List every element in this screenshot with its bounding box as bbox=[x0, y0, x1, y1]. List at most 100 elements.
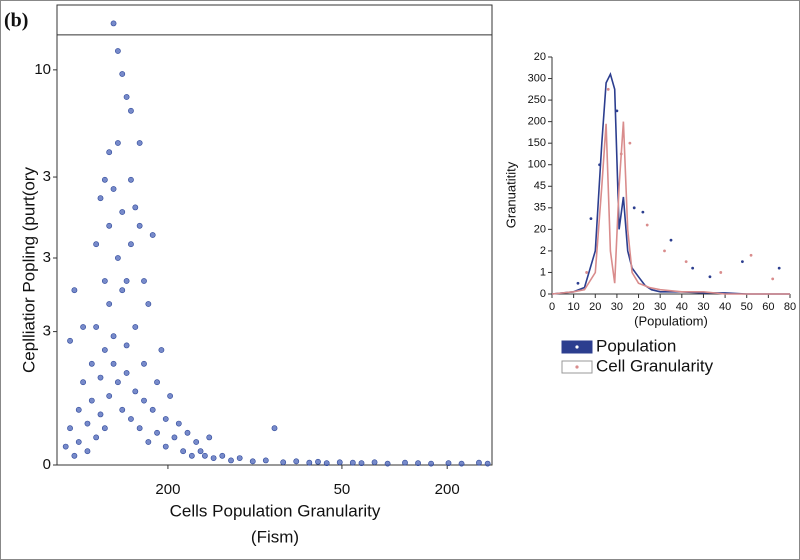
point bbox=[115, 140, 121, 146]
y-tick-label: 45 bbox=[534, 180, 546, 192]
point bbox=[249, 458, 256, 465]
point bbox=[315, 458, 321, 465]
y-tick-label: 300 bbox=[528, 72, 546, 84]
point bbox=[615, 109, 619, 113]
point bbox=[119, 71, 126, 77]
point bbox=[71, 287, 78, 294]
point bbox=[119, 406, 126, 413]
point bbox=[128, 241, 134, 248]
y-tick-label: 1 bbox=[540, 266, 546, 278]
point bbox=[323, 460, 330, 467]
point bbox=[180, 448, 187, 455]
point bbox=[262, 457, 269, 464]
x-tick-label: 50 bbox=[741, 301, 753, 313]
x-tick-label: 0 bbox=[549, 301, 555, 313]
point bbox=[80, 324, 86, 330]
point bbox=[162, 443, 169, 450]
point bbox=[93, 324, 100, 330]
y-axis-label: Ceplliatior Popling (purt(ory bbox=[19, 167, 38, 373]
point bbox=[149, 406, 156, 413]
point bbox=[101, 425, 108, 432]
point bbox=[719, 271, 723, 274]
x-tick-label: 50 bbox=[334, 481, 351, 498]
point bbox=[415, 460, 421, 467]
point bbox=[175, 420, 182, 427]
point bbox=[145, 439, 152, 445]
point bbox=[358, 460, 365, 467]
point bbox=[384, 460, 391, 467]
x-axis-label: (Populatiom) bbox=[634, 313, 708, 328]
point bbox=[67, 425, 73, 432]
y-tick-label: 3 bbox=[43, 168, 51, 185]
point bbox=[123, 278, 130, 284]
point bbox=[428, 460, 434, 467]
legend-label: Population bbox=[596, 336, 676, 355]
point bbox=[632, 206, 636, 210]
point bbox=[458, 460, 465, 467]
point bbox=[349, 459, 356, 466]
point bbox=[123, 94, 130, 100]
point bbox=[271, 425, 278, 432]
point bbox=[691, 266, 695, 270]
point bbox=[576, 281, 580, 285]
point bbox=[476, 459, 482, 466]
point bbox=[88, 360, 95, 367]
point bbox=[106, 222, 113, 229]
x-tick-label: 20 bbox=[589, 301, 601, 313]
point bbox=[136, 222, 143, 229]
point bbox=[777, 266, 781, 270]
point bbox=[123, 342, 130, 349]
y-tick-label: 150 bbox=[528, 137, 546, 149]
point bbox=[306, 459, 313, 466]
point bbox=[132, 204, 139, 211]
point bbox=[206, 434, 213, 441]
point bbox=[80, 379, 86, 386]
point bbox=[115, 379, 121, 386]
point bbox=[101, 176, 108, 183]
point bbox=[154, 429, 160, 436]
x-tick-label: 60 bbox=[762, 301, 774, 313]
point bbox=[293, 458, 300, 465]
point bbox=[167, 393, 173, 399]
x-tick-label: 30 bbox=[654, 301, 666, 313]
point bbox=[197, 448, 204, 455]
x-tick-label: 30 bbox=[697, 301, 709, 313]
point bbox=[97, 374, 104, 381]
point bbox=[606, 87, 610, 91]
point bbox=[128, 416, 134, 422]
x-tick-label: 200 bbox=[435, 481, 460, 498]
point bbox=[110, 360, 117, 367]
point bbox=[132, 388, 139, 395]
legend-marker bbox=[575, 365, 579, 369]
point bbox=[106, 393, 113, 399]
point bbox=[132, 324, 139, 330]
point bbox=[149, 232, 156, 238]
point bbox=[84, 420, 91, 427]
legend-label: Cell Granularity bbox=[596, 356, 714, 375]
point bbox=[136, 425, 143, 432]
point bbox=[67, 337, 73, 344]
point bbox=[158, 347, 165, 353]
point bbox=[75, 406, 82, 413]
y-tick-label: 20 bbox=[534, 223, 546, 235]
y-tick-label: 20 bbox=[534, 51, 546, 63]
x-axis-label: Cells Population Granularity bbox=[170, 501, 381, 520]
point bbox=[336, 459, 343, 466]
point bbox=[708, 275, 712, 279]
point bbox=[236, 455, 243, 461]
point bbox=[280, 459, 287, 466]
point bbox=[154, 379, 160, 386]
point bbox=[145, 301, 152, 307]
point bbox=[101, 347, 108, 353]
x-tick-label: 40 bbox=[719, 301, 731, 313]
point bbox=[115, 255, 121, 261]
point bbox=[110, 333, 117, 340]
y-tick-label: 100 bbox=[528, 159, 546, 171]
point bbox=[84, 448, 91, 455]
point bbox=[669, 238, 673, 242]
point bbox=[106, 301, 113, 307]
point bbox=[445, 460, 452, 467]
panel-label: (b) bbox=[4, 10, 28, 32]
